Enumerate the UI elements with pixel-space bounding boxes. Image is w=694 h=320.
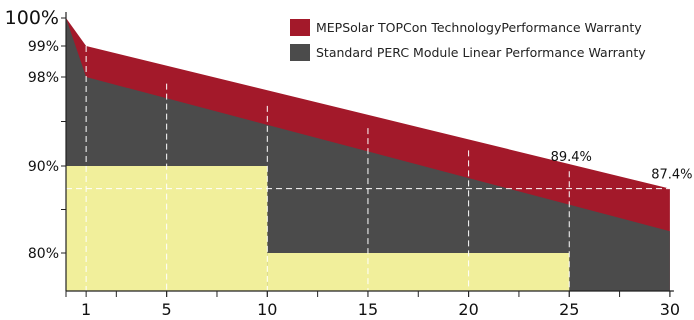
legend-label-2: Standard PERC Module Linear Performance … — [316, 45, 646, 60]
annotation-label-2: 87.4% — [651, 168, 692, 183]
legend: MEPSolar TOPCon TechnologyPerformance Wa… — [290, 19, 646, 61]
x-tick-label-20: 20 — [458, 300, 478, 319]
legend-label-1: MEPSolar TOPCon TechnologyPerformance Wa… — [316, 20, 642, 35]
x-tick-label-1: 1 — [81, 300, 91, 319]
x-tick-label-5: 5 — [162, 300, 172, 319]
y-tick-label-90: 90% — [28, 159, 59, 175]
guide-lines — [66, 46, 670, 291]
x-tick-label-25: 25 — [559, 300, 579, 319]
y-tick-label-98: 98% — [28, 70, 59, 86]
x-tick-label-10: 10 — [257, 300, 277, 319]
step-warranty-block-2 — [267, 253, 570, 291]
axes — [61, 12, 674, 297]
x-tick-label-15: 15 — [358, 300, 378, 319]
y-tick-label-100: 100% — [5, 7, 59, 29]
y-tick-label-80: 80% — [28, 246, 59, 262]
legend-swatch-2 — [290, 44, 310, 61]
legend-swatch-1 — [290, 19, 310, 36]
y-tick-label-99: 99% — [28, 39, 59, 55]
annotation-label-1: 89.4% — [551, 150, 592, 165]
x-tick-label-30: 30 — [660, 300, 680, 319]
annotations: 89.4% 87.4% — [551, 150, 693, 182]
chart-areas — [66, 18, 670, 291]
